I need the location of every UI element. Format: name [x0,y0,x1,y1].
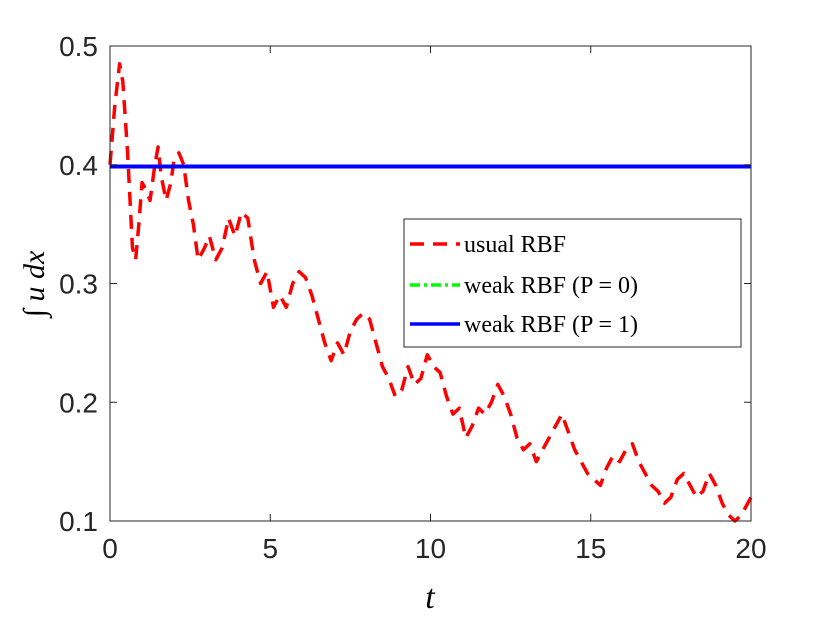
x-tick-label-4: 20 [735,533,766,564]
x-tick-label-2: 10 [415,533,446,564]
series-line-0 [108,62,753,523]
x-tick-label-0: 0 [102,533,118,564]
y-tick-label-0: 0.1 [59,506,98,537]
legend-label-weak-rbf-p1: weak RBF (P = 1) [464,312,638,338]
x-tick-label-1: 5 [262,533,278,564]
y-tick-label-3: 0.4 [59,150,98,181]
x-tick-label-3: 15 [575,533,606,564]
series-layer [108,62,753,523]
legend: usual RBF weak RBF (P = 0) weak RBF (P =… [403,218,742,348]
y-tick-label-2: 0.3 [59,269,98,300]
x-axis-label: t [425,579,436,616]
legend-label-weak-rbf-p0: weak RBF (P = 0) [464,273,638,299]
y-tick-label-4: 0.5 [59,31,98,62]
y-axis-label: ∫ u dx [18,250,53,319]
legend-label-usual-rbf: usual RBF [464,232,566,258]
y-tick-label-1: 0.2 [59,387,98,418]
legend-box [403,218,742,348]
ticks-layer: 0 5 10 15 20 0.1 0.2 0.3 0.4 0.5 [59,31,767,564]
